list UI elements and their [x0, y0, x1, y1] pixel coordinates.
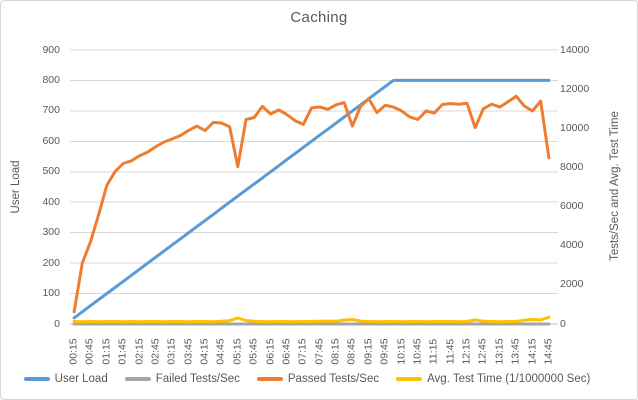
x-axis-tick-label: 13:45 — [509, 338, 522, 365]
x-axis-tick-label: 08:45 — [345, 338, 358, 365]
y-axis-tick-label-left: 300 — [42, 226, 60, 239]
y-axis-tick-label-left: 600 — [42, 134, 60, 147]
x-axis-tick-label: 02:45 — [149, 338, 162, 365]
x-axis-tick-label: 04:45 — [214, 338, 227, 365]
y-axis-tick-label-left: 800 — [42, 73, 60, 86]
legend-item-user-load: User Load — [23, 373, 108, 385]
x-axis-tick-label: 10:15 — [395, 338, 408, 365]
y-axis-tick-label-left: 900 — [42, 43, 60, 56]
series-line-avg-test-time-1-1000000-sec — [72, 315, 551, 324]
x-axis-tick-label: 11:15 — [427, 338, 440, 365]
x-axis-tick-label: 06:15 — [264, 338, 277, 365]
x-axis-tick-label: 14:45 — [542, 338, 555, 365]
y-axis-tick-label-left: 0 — [54, 317, 60, 330]
legend-label: Passed Tests/Sec — [287, 373, 380, 385]
x-axis-tick-label: 03:15 — [165, 338, 178, 365]
x-axis-tick-label: 10:45 — [411, 338, 424, 365]
y-axis-tick-label-right: 8000 — [560, 160, 584, 173]
x-axis-tick-label: 05:45 — [247, 338, 260, 365]
legend-swatch — [396, 377, 423, 381]
x-axis-tick-label: 01:45 — [116, 338, 129, 365]
x-axis-tick-label: 05:15 — [231, 338, 244, 365]
x-axis-tick-label: 02:15 — [133, 338, 146, 365]
x-axis-tick-label: 03:45 — [182, 338, 195, 365]
x-axis-tick-label: 00:15 — [67, 338, 80, 365]
y-axis-tick-label-right: 2000 — [560, 278, 584, 291]
legend-swatch — [23, 377, 50, 381]
x-axis-tick-label: 09:45 — [378, 338, 391, 365]
series-line-passed-tests-sec — [72, 94, 551, 314]
y-axis-title-left: User Load — [10, 160, 22, 214]
x-axis-tick-label: 07:15 — [296, 338, 309, 365]
y-axis-tick-label-left: 100 — [42, 287, 60, 300]
legend-label: User Load — [54, 373, 108, 385]
chart-title: Caching — [290, 9, 348, 26]
x-axis-tick-label: 01:15 — [100, 338, 113, 365]
y-axis-tick-label-left: 500 — [42, 165, 60, 178]
y-axis-tick-label-right: 12000 — [560, 82, 590, 95]
y-axis-tick-label-right: 0 — [560, 317, 566, 330]
x-axis-tick-label: 11:45 — [444, 338, 457, 365]
x-axis-tick-label: 06:45 — [280, 338, 293, 365]
x-axis-tick-label: 09:15 — [362, 338, 375, 365]
x-axis-tick-label: 13:15 — [493, 338, 506, 365]
legend-item-failed-tests-sec: Failed Tests/Sec — [124, 373, 240, 385]
y-axis-tick-label-right: 10000 — [560, 121, 590, 134]
y-axis-tick-label-right: 4000 — [560, 239, 584, 252]
y-axis-tick-label-left: 700 — [42, 104, 60, 117]
y-axis-tick-label-left: 200 — [42, 256, 60, 269]
x-axis-tick-label: 04:15 — [198, 338, 211, 365]
x-axis-tick-label: 00:45 — [83, 338, 96, 365]
y-axis-tick-label-right: 14000 — [560, 43, 590, 56]
y-axis-title-right: Tests/Sec and Avg. Test Time — [609, 111, 621, 261]
series-line-user-load — [72, 78, 551, 320]
legend-swatch — [256, 377, 283, 381]
legend-label: Failed Tests/Sec — [155, 373, 240, 385]
y-axis-tick-label-right: 6000 — [560, 200, 584, 213]
x-axis-tick-label: 12:45 — [476, 338, 489, 365]
x-axis-tick-label: 07:45 — [313, 338, 326, 365]
y-axis-tick-label-left: 400 — [42, 195, 60, 208]
legend-swatch — [124, 377, 151, 381]
legend-label: Avg. Test Time (1/1000000 Sec) — [427, 373, 591, 385]
legend-item-avg-test-time-1-1000000-sec: Avg. Test Time (1/1000000 Sec) — [396, 373, 590, 385]
x-axis-tick-label: 08:15 — [329, 338, 342, 365]
x-axis-tick-label: 14:15 — [526, 338, 539, 365]
legend-item-passed-tests-sec: Passed Tests/Sec — [256, 373, 380, 385]
chart-legend: User Load Failed Tests/Sec Passed Tests/Se… — [1, 370, 613, 388]
x-axis-tick-label: 12:15 — [460, 338, 473, 365]
